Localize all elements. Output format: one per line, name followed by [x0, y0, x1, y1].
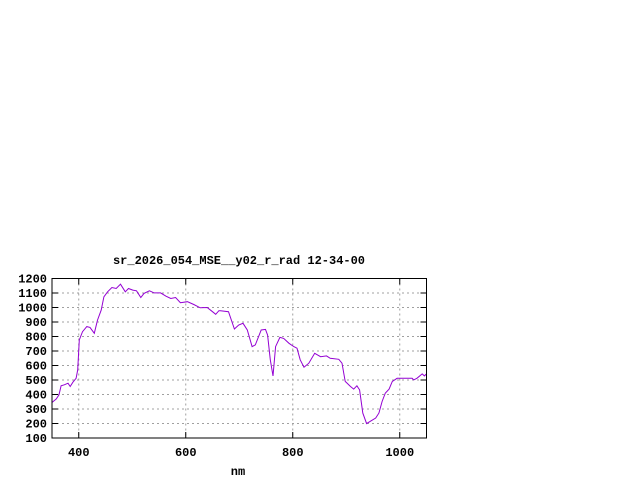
chart-title: sr_2026_054_MSE__y02_r_rad 12-34-00	[113, 254, 365, 268]
ticks	[52, 278, 427, 439]
x-tick-label: 800	[282, 446, 304, 460]
y-tick-label: 600	[25, 360, 47, 374]
x-axis-label: nm	[231, 465, 245, 479]
y-tick-label: 400	[25, 389, 47, 403]
x-tick-label: 1000	[385, 446, 414, 460]
y-tick-label: 300	[25, 403, 47, 417]
series-line	[51, 283, 427, 425]
y-tick-label: 1200	[18, 273, 47, 287]
x-tick-label: 400	[68, 446, 90, 460]
series	[51, 283, 427, 425]
y-tick-label: 500	[25, 374, 47, 388]
y-tick-label: 1100	[18, 287, 47, 301]
x-tick-label: 600	[175, 446, 197, 460]
y-tick-label: 900	[25, 316, 47, 330]
grid	[52, 278, 427, 438]
y-tick-label: 800	[25, 331, 47, 345]
x-tick-labels: 400 600 800 1000	[68, 446, 414, 460]
plot-border	[51, 278, 427, 439]
y-tick-label: 700	[25, 345, 47, 359]
y-tick-label: 1000	[18, 302, 47, 316]
y-tick-label: 100	[25, 432, 47, 446]
y-tick-label: 200	[25, 418, 47, 432]
